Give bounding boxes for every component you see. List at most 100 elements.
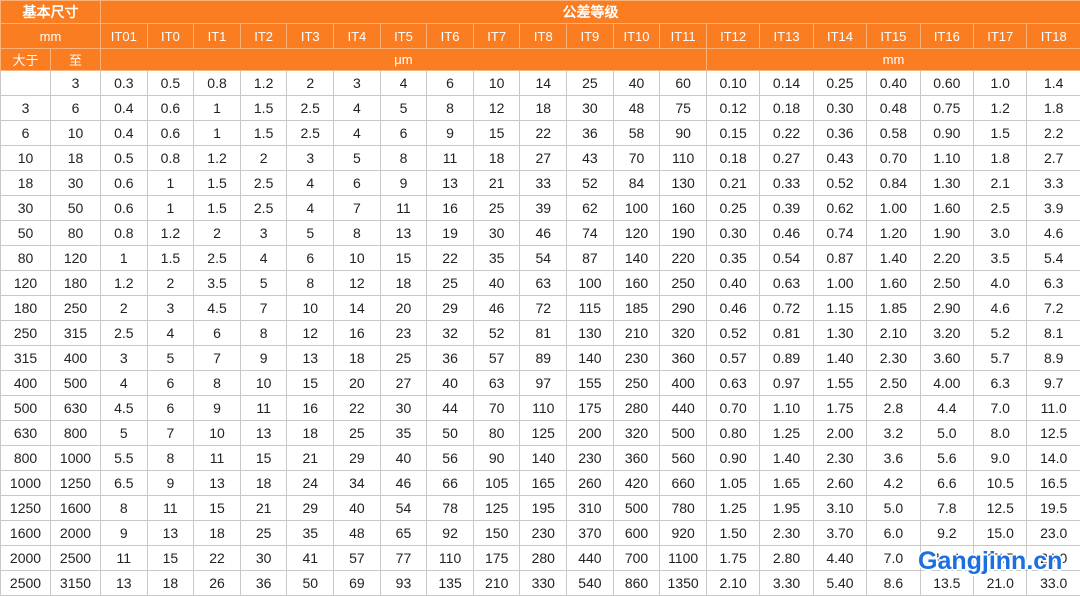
tolerance-cell: 43 [567,146,614,171]
tolerance-cell: 3.2 [867,421,920,446]
header-row: 大于 至 μm mm [1,49,1080,71]
grade-header: IT14 [813,24,866,49]
size-cell: 1000 [1,471,51,496]
tolerance-cell: 600 [613,521,660,546]
tolerance-cell: 220 [660,246,707,271]
tolerance-cell: 13 [194,471,241,496]
tolerance-cell: 3 [334,71,381,96]
tolerance-cell: 22 [334,396,381,421]
tolerance-cell: 8 [287,271,334,296]
size-cell: 10 [1,146,51,171]
grade-header: IT1 [194,24,241,49]
tolerance-cell: 75 [660,96,707,121]
tolerance-cell: 3 [147,296,194,321]
tolerance-cell: 1.95 [760,496,813,521]
tolerance-cell: 0.8 [194,71,241,96]
tolerance-cell: 70 [613,146,660,171]
tolerance-cell: 2.5 [240,171,287,196]
tolerance-cell: 80 [473,421,520,446]
tolerance-cell: 93 [380,571,427,596]
tolerance-cell: 0.46 [760,221,813,246]
tolerance-cell: 22 [194,546,241,571]
tolerance-cell: 0.70 [867,146,920,171]
tolerance-cell: 2.5 [287,96,334,121]
tolerance-cell: 190 [660,221,707,246]
tolerance-cell: 7.2 [1027,296,1080,321]
tolerance-cell: 36 [427,346,474,371]
tolerance-cell: 30 [240,546,287,571]
tolerance-cell: 2.30 [760,521,813,546]
tolerance-cell: 52 [567,171,614,196]
grade-header: IT6 [427,24,474,49]
tolerance-cell: 0.58 [867,121,920,146]
tolerance-cell: 0.14 [760,71,813,96]
tolerance-cell: 0.81 [760,321,813,346]
tolerance-cell: 290 [660,296,707,321]
tolerance-cell: 1.2 [147,221,194,246]
tolerance-cell: 260 [567,471,614,496]
size-label: 基本尺寸 [1,1,101,24]
tolerance-cell: 0.52 [706,321,759,346]
tolerance-cell: 130 [660,171,707,196]
tolerance-cell: 7.0 [867,546,920,571]
tolerance-cell: 41 [287,546,334,571]
tolerance-cell: 540 [567,571,614,596]
tolerance-cell: 125 [520,421,567,446]
tolerance-cell: 700 [613,546,660,571]
tolerance-cell: 6 [147,396,194,421]
header-row: 基本尺寸 公差等级 [1,1,1080,24]
tolerance-cell: 1 [194,96,241,121]
tolerance-cell: 5.6 [920,446,973,471]
tolerance-cell: 2.00 [813,421,866,446]
tolerance-cell: 4.0 [974,271,1027,296]
tolerance-cell: 0.84 [867,171,920,196]
tolerance-cell: 29 [287,496,334,521]
tolerance-cell: 100 [567,271,614,296]
tolerance-cell: 1.75 [706,546,759,571]
tolerance-cell: 3.5 [194,271,241,296]
tolerance-cell: 0.8 [147,146,194,171]
tolerance-cell: 11 [101,546,148,571]
tolerance-cell: 27 [380,371,427,396]
size-cell: 2000 [51,521,101,546]
tolerance-cell: 9.0 [974,446,1027,471]
tolerance-cell: 4 [334,96,381,121]
tolerance-cell: 0.18 [706,146,759,171]
tolerance-cell: 1.05 [706,471,759,496]
grade-header: IT9 [567,24,614,49]
tolerance-cell: 360 [613,446,660,471]
tolerance-cell: 18 [147,571,194,596]
tolerance-cell: 9 [194,396,241,421]
tolerance-cell: 9.7 [1027,371,1080,396]
tolerance-cell: 150 [473,521,520,546]
tolerance-cell: 660 [660,471,707,496]
unit-um: μm [101,49,707,71]
tolerance-cell: 0.40 [867,71,920,96]
tolerance-cell: 6.5 [101,471,148,496]
tolerance-cell: 25 [240,521,287,546]
size-cell: 1600 [1,521,51,546]
tolerance-cell: 1.60 [920,196,973,221]
tolerance-cell: 0.5 [147,71,194,96]
tolerance-cell: 1.30 [813,321,866,346]
tolerance-cell: 15.0 [974,521,1027,546]
grade-header: IT0 [147,24,194,49]
tolerance-cell: 50 [427,421,474,446]
tolerance-cell: 780 [660,496,707,521]
tolerance-cell: 18 [240,471,287,496]
tolerance-cell: 40 [473,271,520,296]
tolerance-cell: 0.39 [760,196,813,221]
size-cell: 18 [1,171,51,196]
tolerance-cell: 8 [147,446,194,471]
tolerance-cell: 330 [520,571,567,596]
tolerance-cell: 2.5 [240,196,287,221]
tolerance-cell: 14 [520,71,567,96]
tolerance-cell: 2.8 [867,396,920,421]
tolerance-cell: 7 [240,296,287,321]
